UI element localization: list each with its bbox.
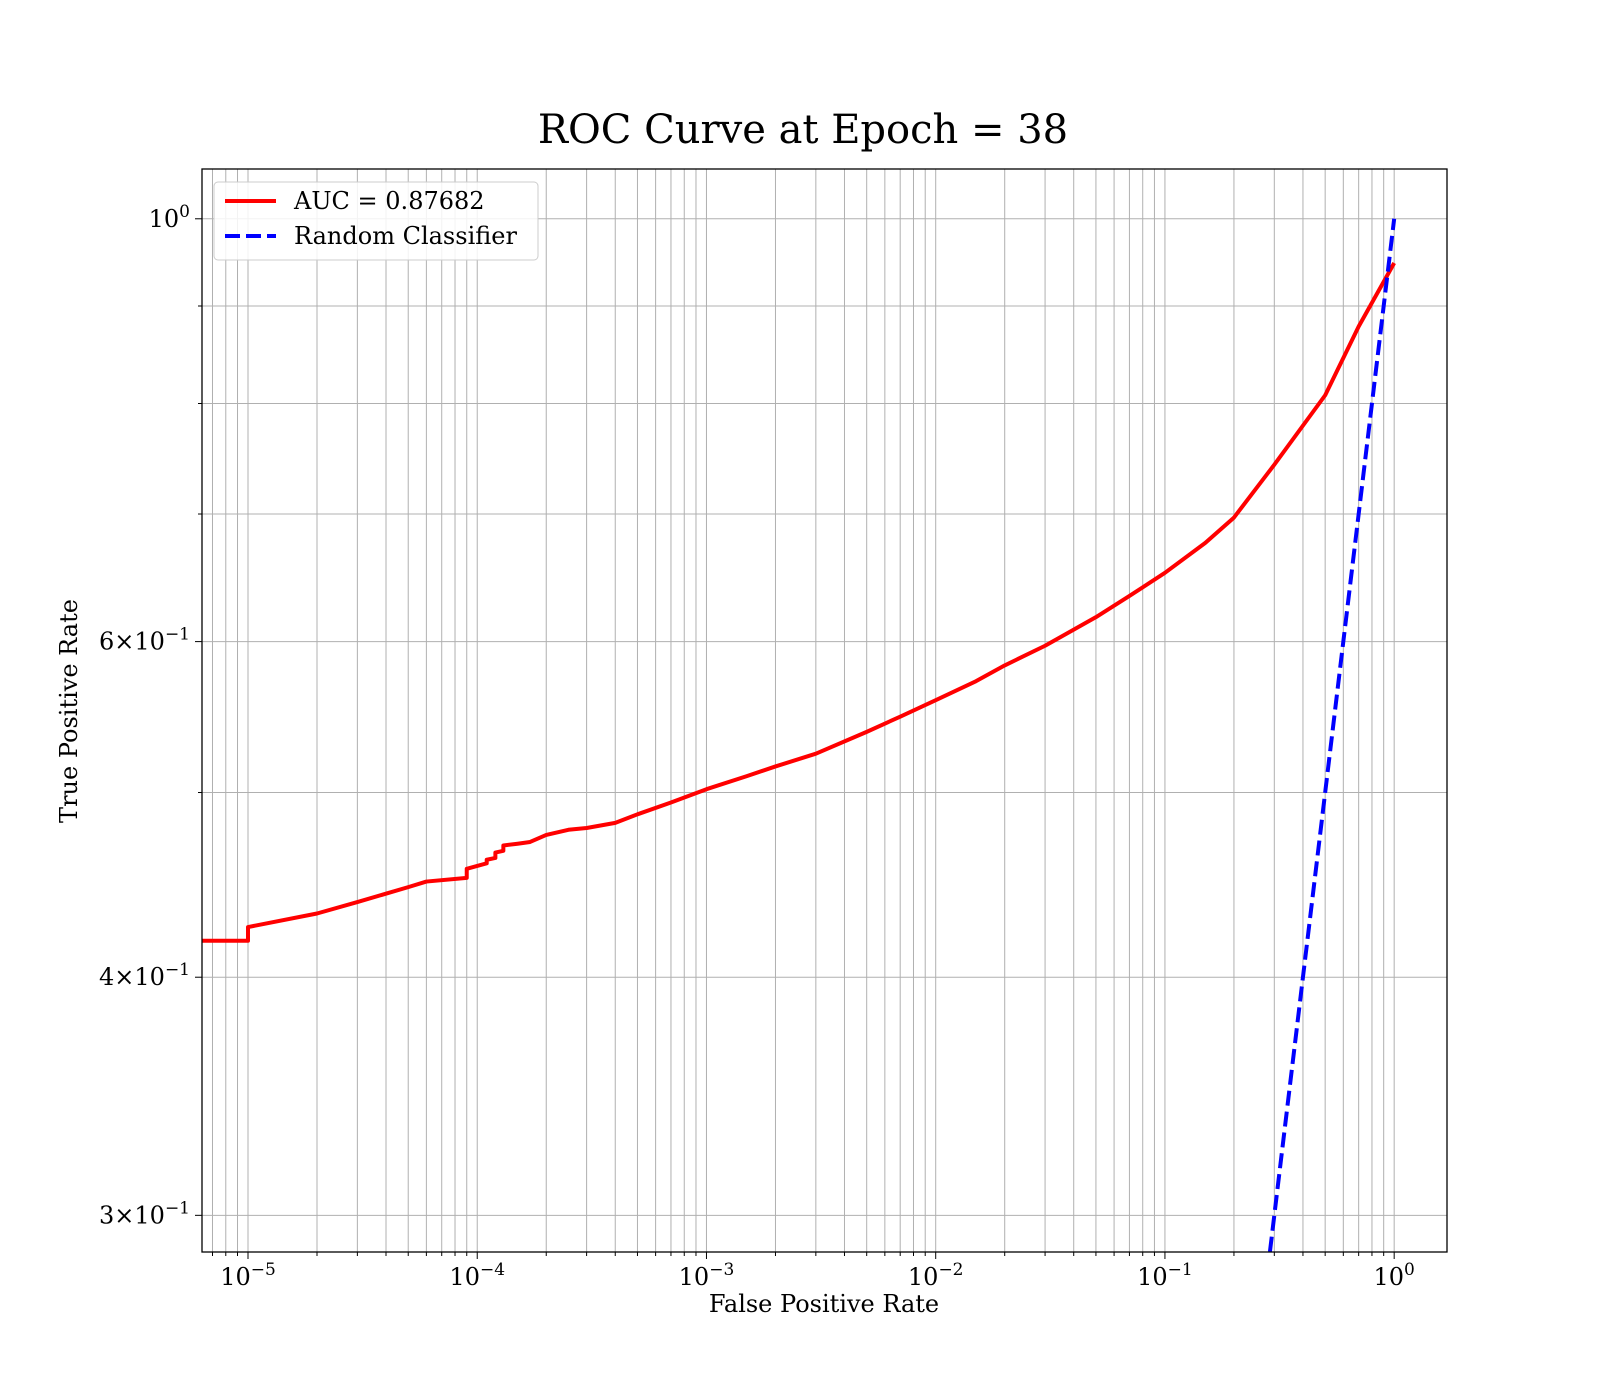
chart-title: ROC Curve at Epoch = 38: [538, 107, 1068, 153]
roc-curve-line: [202, 262, 1396, 943]
random-classifier-line: [1267, 218, 1397, 1252]
grid: [202, 169, 1447, 1252]
legend: AUC = 0.87682 Random Classifier: [213, 181, 539, 261]
x-tick-label: 100: [1373, 1260, 1414, 1291]
legend-box: [213, 181, 539, 261]
legend-label-random: Random Classifier: [294, 222, 517, 250]
plot-frame: [201, 168, 1448, 1253]
y-axis-ticks: 100 6×10−1 4×10−1 3×10−1: [99, 202, 202, 1229]
y-tick-label: 6×10−1: [99, 625, 190, 656]
plot-area: [202, 169, 1447, 1252]
x-axis-label: False Positive Rate: [709, 1290, 939, 1318]
y-axis-label: True Positive Rate: [55, 599, 83, 823]
y-tick-label: 3×10−1: [99, 1198, 190, 1229]
x-tick-label: 10−4: [449, 1260, 505, 1291]
series-layer: [202, 218, 1397, 1252]
y-tick-label: 100: [149, 202, 190, 233]
x-tick-label: 10−1: [1137, 1260, 1193, 1291]
y-tick-label: 4×10−1: [99, 960, 190, 991]
x-axis-ticks: 10−5 10−4 10−3 10−2 10−1 100: [211, 1252, 1415, 1291]
legend-label-auc: AUC = 0.87682: [293, 187, 485, 215]
x-tick-label: 10−2: [908, 1260, 964, 1291]
x-tick-label: 10−3: [679, 1260, 735, 1291]
x-tick-label: 10−5: [220, 1260, 276, 1291]
